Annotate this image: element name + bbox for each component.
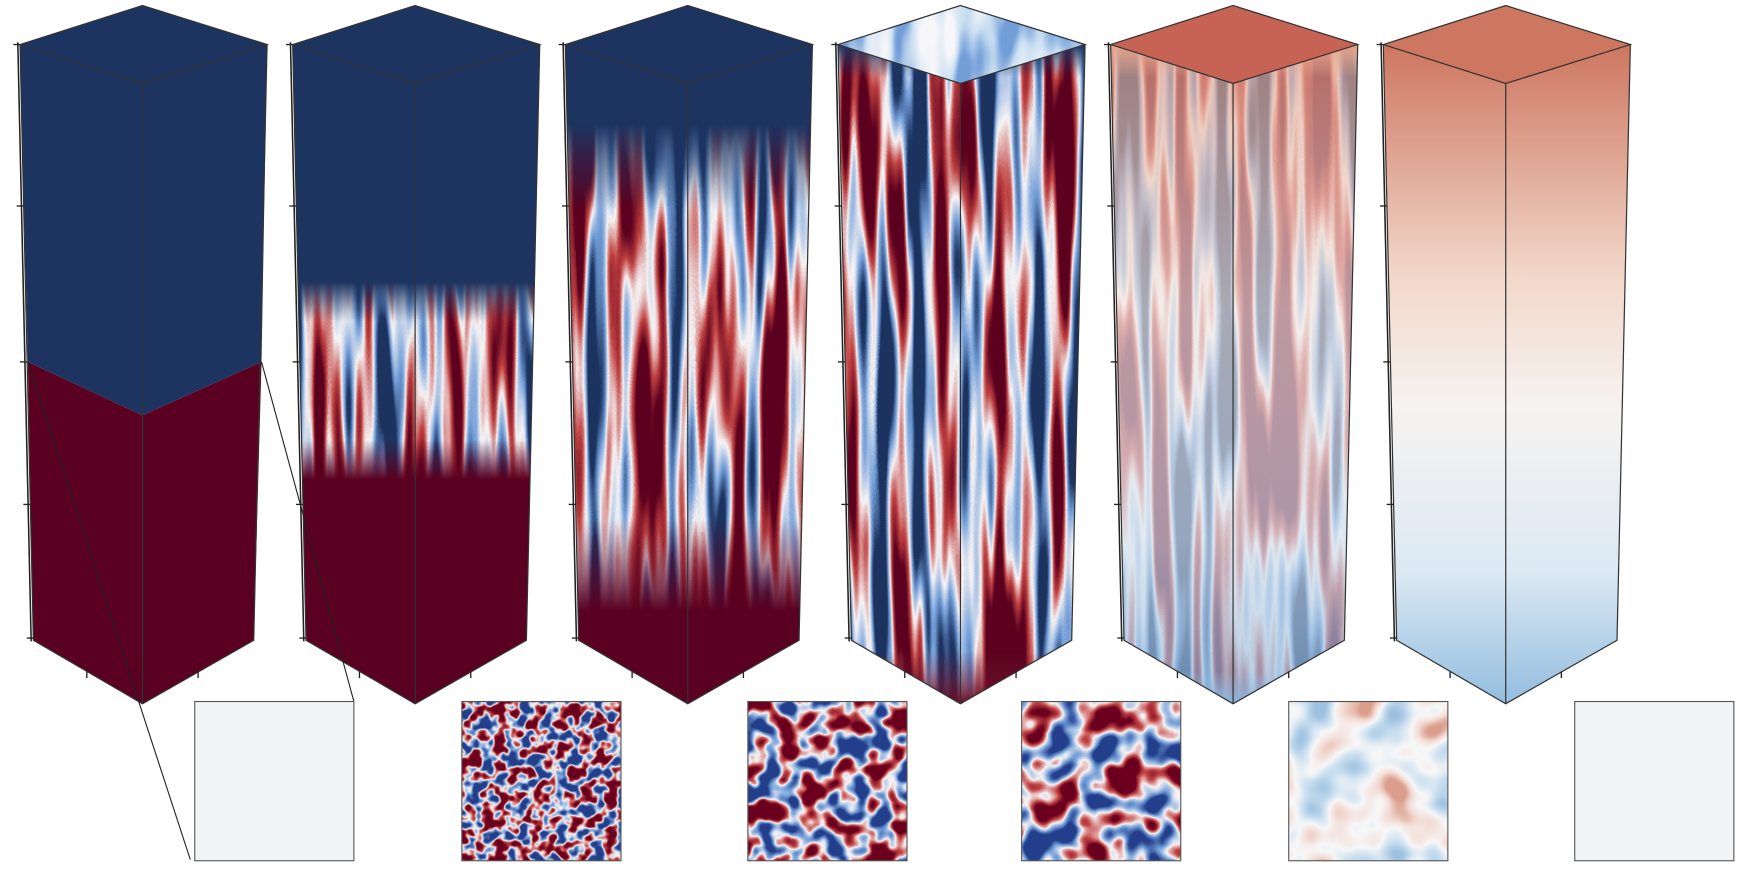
edge-sides	[837, 44, 1086, 705]
zoom-line	[260, 361, 355, 702]
column-5	[1103, 4, 1360, 705]
edge-sides	[292, 44, 541, 705]
axis-spine	[289, 42, 305, 642]
edge-sides	[564, 44, 814, 705]
face-upper	[20, 44, 143, 416]
edge-sides	[19, 44, 268, 705]
column-3	[558, 4, 815, 705]
axis-spine	[1380, 42, 1396, 642]
face-lower	[27, 361, 143, 704]
edge-sides	[1110, 44, 1359, 705]
cross-section	[1574, 700, 1735, 862]
face-left	[1383, 44, 1506, 704]
cross-section-border	[747, 700, 908, 862]
zoom-line	[27, 361, 191, 860]
mixing-zone	[1110, 44, 1358, 704]
mixing-zone	[838, 44, 1086, 704]
face-right	[1505, 44, 1631, 704]
column-4	[831, 4, 1088, 705]
face-upper	[142, 44, 268, 416]
edge-sides	[1382, 44, 1631, 705]
cross-section	[747, 700, 908, 862]
axis-spine	[562, 42, 578, 642]
face-lower	[142, 361, 262, 704]
cross-section-border	[461, 700, 622, 862]
column-2	[286, 4, 542, 705]
edge-top	[290, 4, 542, 85]
axis-spine	[1107, 42, 1123, 642]
plume-texture	[838, 44, 1086, 704]
cross-section-border	[1021, 700, 1182, 862]
axis-spine	[17, 42, 32, 642]
cross-section-border	[1288, 700, 1449, 862]
mixing-zone	[292, 44, 540, 704]
column-1	[13, 4, 270, 705]
plume-texture	[1110, 44, 1358, 704]
cross-section	[1021, 700, 1182, 862]
cross-section	[194, 700, 355, 862]
mixing-zone	[565, 44, 813, 704]
cross-section	[1288, 700, 1449, 862]
axis-spine	[834, 42, 850, 642]
plume-texture	[565, 44, 813, 704]
column-6	[1376, 4, 1633, 705]
cross-section	[461, 700, 622, 862]
plume-texture	[292, 44, 540, 704]
